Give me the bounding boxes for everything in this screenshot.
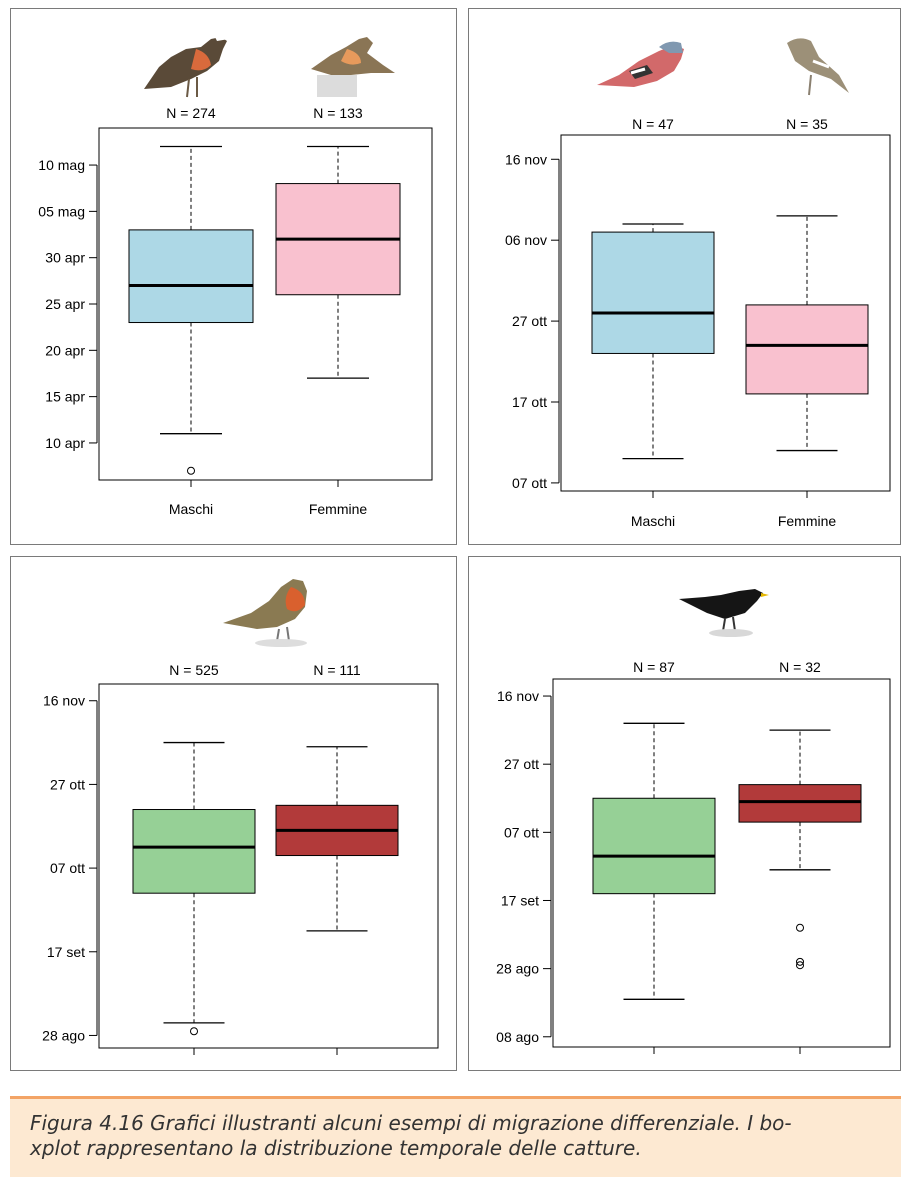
outlier-point xyxy=(187,466,195,475)
y-tick-label: 27 ott xyxy=(50,776,85,792)
y-tick-label: 16 nov xyxy=(43,693,85,709)
y-tick-label: 20 apr xyxy=(45,342,85,358)
y-tick-label: 27 ott xyxy=(512,313,547,329)
box-iqr xyxy=(745,304,869,395)
sample-size-label: N = 87 xyxy=(633,659,675,675)
sample-size-label: N = 111 xyxy=(313,662,361,678)
boxplot-chart: 10 apr 15 apr 20 apr 25 apr 30 apr 05 mag 10 m… xyxy=(38,105,433,517)
chaffinch-male-icon xyxy=(597,41,684,87)
group-label: Giovani xyxy=(630,1070,677,1072)
y-tick-label: 08 ago xyxy=(496,1029,539,1045)
y-tick-label: 28 ago xyxy=(496,961,539,977)
whinchat-pair-icon xyxy=(144,33,395,98)
whinchat-male-icon xyxy=(144,33,229,98)
box-femmine xyxy=(275,145,401,379)
group-label: Femmine xyxy=(778,513,837,529)
box-maschi xyxy=(128,145,254,475)
box-maschi xyxy=(591,223,715,460)
box-iqr xyxy=(132,809,256,894)
outlier-point xyxy=(190,1027,198,1036)
plot-frame xyxy=(560,134,891,492)
whinchat-female-icon xyxy=(311,37,395,97)
box-femmine xyxy=(745,215,869,452)
sample-size-label: N = 32 xyxy=(779,659,821,675)
y-tick-label: 07 ott xyxy=(512,475,547,491)
y-tick-label: 17 set xyxy=(501,892,539,908)
figure-caption: Figura 4.16 Grafici illustranti alcuni e… xyxy=(10,1096,901,1177)
sample-size-label: N = 525 xyxy=(169,662,219,678)
chaffinch-pair-icon xyxy=(597,38,849,96)
y-tick-label: 06 nov xyxy=(505,232,547,248)
y-tick-label: 07 ott xyxy=(50,860,85,876)
box-iqr xyxy=(592,797,716,895)
outlier-point xyxy=(796,957,804,966)
box-giovani xyxy=(592,722,716,1000)
y-tick-label: 07 ott xyxy=(504,824,539,840)
sample-size-label: N = 133 xyxy=(313,105,363,121)
caption-line-2: xplot rappresentano la distribuzione tem… xyxy=(30,1136,642,1160)
y-tick-label: 10 mag xyxy=(38,157,85,173)
box-adulti xyxy=(738,729,862,970)
y-tick-label: 16 nov xyxy=(505,151,547,167)
y-tick-label: 28 ago xyxy=(42,1027,85,1043)
sample-size-label: N = 47 xyxy=(632,116,674,132)
plot-frame xyxy=(98,127,433,481)
y-tick-label: 30 apr xyxy=(45,250,85,266)
y-tick-label: 17 set xyxy=(47,944,85,960)
outlier-point xyxy=(796,923,804,932)
y-tick-label: 17 ott xyxy=(512,394,547,410)
y-tick-label: 10 apr xyxy=(45,435,85,451)
plot-frame xyxy=(552,678,891,1048)
group-label: Maschi xyxy=(169,501,213,517)
box-iqr xyxy=(738,784,862,823)
y-tick-label: 25 apr xyxy=(45,296,85,312)
box-iqr xyxy=(591,231,715,354)
caption-line-1: Figura 4.16 Grafici illustranti alcuni e… xyxy=(30,1111,792,1135)
sample-size-label: N = 274 xyxy=(166,105,216,121)
boxplot-chart: 07 ott 17 ott 27 ott 06 nov 16 nov N = 47 Masc… xyxy=(505,116,891,529)
box-adulti xyxy=(275,746,399,932)
sample-size-label: N = 35 xyxy=(786,116,828,132)
boxplot-panel-whinchat: 10 apr 15 apr 20 apr 25 apr 30 apr 05 mag 10 m… xyxy=(10,8,457,545)
boxplot-panel-blackbird: 08 ago 28 ago 17 set 07 ott 27 ott 16 nov N = … xyxy=(468,556,901,1072)
group-label: Maschi xyxy=(631,513,675,529)
robin-icon xyxy=(223,579,307,647)
chaffinch-female-icon xyxy=(787,38,849,96)
box-giovani xyxy=(132,741,256,1036)
y-tick-label: 16 nov xyxy=(497,688,539,704)
boxplot-chart: 08 ago 28 ago 17 set 07 ott 27 ott 16 nov N = … xyxy=(496,659,891,1072)
group-label: Adulti xyxy=(782,1070,817,1072)
y-tick-label: 27 ott xyxy=(504,756,539,772)
outlier-point xyxy=(796,961,804,970)
plot-frame xyxy=(98,683,439,1049)
boxplot-panel-chaffinch: 07 ott 17 ott 27 ott 06 nov 16 nov N = 47 Masc… xyxy=(468,8,901,545)
group-label: Femmine xyxy=(309,501,368,517)
y-tick-label: 05 mag xyxy=(38,203,85,219)
box-iqr xyxy=(128,229,254,324)
y-tick-label: 15 apr xyxy=(45,389,85,405)
blackbird-icon xyxy=(679,589,769,637)
